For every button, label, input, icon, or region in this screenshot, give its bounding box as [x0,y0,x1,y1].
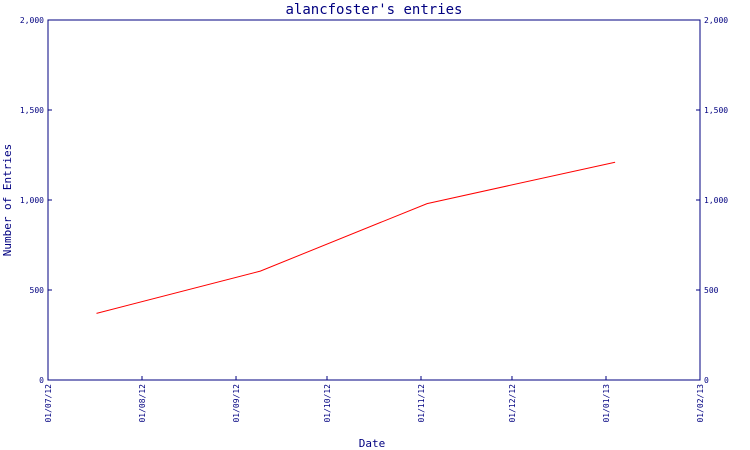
x-axis-label: Date [359,437,386,450]
y-tick-label-right: 1,000 [704,196,728,205]
x-tick-label: 01/01/13 [602,384,611,423]
x-tick-label: 01/02/13 [696,384,705,423]
y-tick-label-right: 1,500 [704,106,728,115]
y-axis-left: 0 500 1,000 1,500 2,000 [20,16,52,385]
y-tick-label-left: 500 [30,286,45,295]
x-axis: 01/07/12 01/08/12 01/09/12 01/10/12 01/11/12… [44,376,705,423]
y-tick-label-left: 0 [39,376,44,385]
x-tick-label: 01/09/12 [232,384,241,423]
x-tick-label: 01/10/12 [323,384,332,423]
y-tick-label-right: 2,000 [704,16,728,25]
y-tick-label-left: 1,000 [20,196,44,205]
x-tick-label: 01/12/12 [508,384,517,423]
plot-frame [47,19,701,381]
x-tick-label: 01/08/12 [138,384,147,423]
series-group [96,161,616,314]
y-tick-label-left: 2,000 [20,16,44,25]
y-axis-label: Number of Entries [1,144,14,257]
y-tick-label-left: 1,500 [20,106,44,115]
y-tick-label-right: 0 [704,376,709,385]
series-line [96,161,616,314]
y-tick-label-right: 500 [704,286,719,295]
y-axis-right: 0 500 1,000 1,500 2,000 [696,16,728,385]
x-tick-label: 01/11/12 [417,384,426,423]
x-tick-label: 01/07/12 [44,384,53,423]
chart-title: alancfoster's entries [285,2,462,18]
